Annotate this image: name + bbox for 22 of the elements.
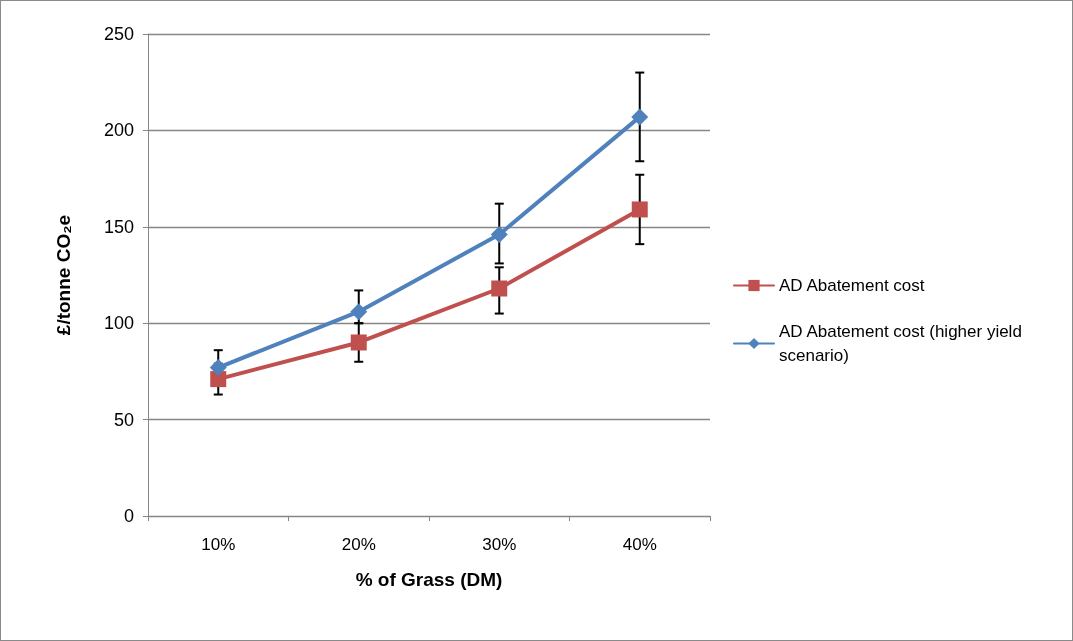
- legend-label: AD Abatement cost (higher yield scenario): [779, 322, 1027, 365]
- legend-label: AD Abatement cost: [779, 276, 925, 295]
- y-tick-label: 250: [103, 24, 134, 44]
- point: [209, 359, 227, 377]
- x-tick-label: 20%: [341, 535, 376, 554]
- y-tick-label: 50: [113, 409, 134, 430]
- point: [210, 371, 227, 388]
- x-axis-title: % of Grass (DM): [355, 569, 503, 590]
- y-tick-label: 200: [103, 120, 134, 141]
- point: [490, 226, 508, 244]
- y-tick-label: 0: [123, 506, 134, 526]
- x-tick-label: 10%: [201, 535, 236, 554]
- point: [491, 280, 508, 297]
- x-tick-label: 30%: [482, 535, 517, 554]
- point: [350, 334, 367, 351]
- point: [350, 303, 368, 321]
- x-tick-label: 40%: [622, 535, 657, 554]
- y-tick-label: 100: [103, 313, 134, 334]
- y-tick-label: 150: [103, 216, 134, 237]
- y-axis-title: £/tonne CO₂e: [53, 214, 74, 336]
- point: [631, 201, 648, 218]
- point: [631, 108, 649, 126]
